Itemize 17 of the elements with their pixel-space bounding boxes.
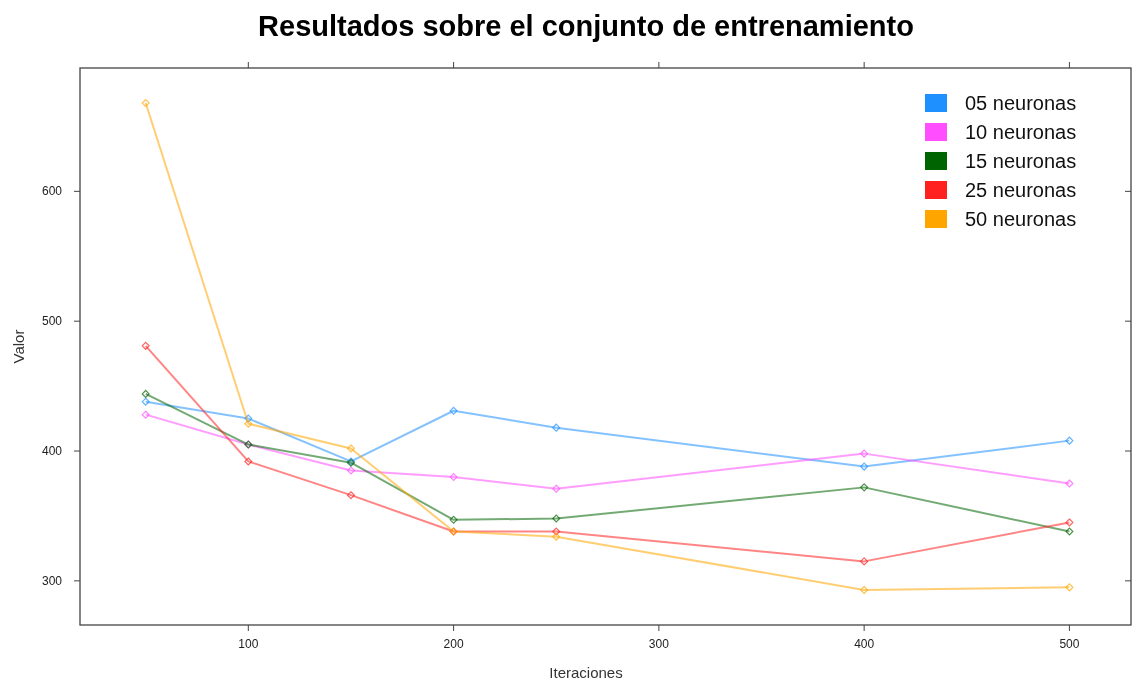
- legend-label: 10 neuronas: [965, 121, 1077, 143]
- y-tick-label: 300: [41, 573, 63, 588]
- chart-title: Resultados sobre el conjunto de entrenamiento: [258, 10, 914, 42]
- x-tick-label: 300: [648, 637, 670, 651]
- y-tick-label: 500: [41, 314, 63, 329]
- x-axis-title: Iteraciones: [549, 664, 623, 681]
- x-tick-label: 400: [854, 637, 875, 651]
- legend-label: 50 neuronas: [965, 208, 1077, 230]
- y-tick-label: 400: [41, 444, 63, 459]
- x-tick-label: 200: [443, 637, 464, 651]
- legend-label: 25 neuronas: [965, 179, 1077, 201]
- y-axis-title: Valor: [10, 329, 27, 364]
- legend-label: 15 neuronas: [965, 150, 1077, 172]
- legend-label: 05 neuronas: [965, 92, 1077, 114]
- x-tick-label: 100: [238, 637, 259, 651]
- y-tick-label: 600: [41, 184, 63, 199]
- x-tick-label: 500: [1059, 637, 1080, 651]
